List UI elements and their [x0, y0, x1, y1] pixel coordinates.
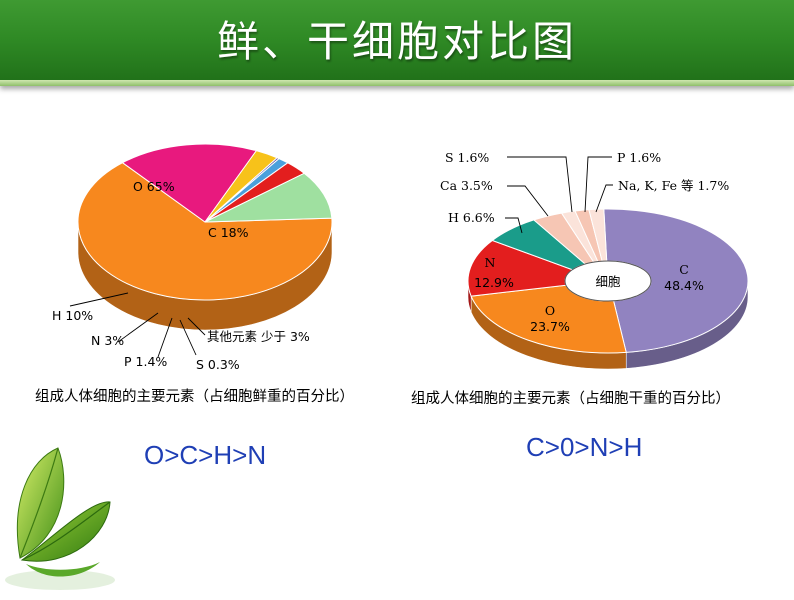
fresh-pie-leader-lines — [69, 292, 206, 358]
fresh-pie-top — [77, 143, 333, 301]
slice-label-ca: Ca 3.5% — [440, 178, 493, 193]
leaf-decoration-icon — [5, 447, 115, 590]
slice-pct-c: 48.4% — [664, 278, 704, 293]
slice-label-s: S 0.3% — [196, 357, 240, 372]
fresh-slice-o — [77, 162, 333, 301]
slice-label-h: H 10% — [52, 308, 93, 323]
dry-leader-line-5 — [595, 184, 613, 213]
fresh-caption: 组成人体细胞的主要元素（占细胞鲜重的百分比） — [35, 389, 354, 405]
slice-pct-o: 23.7% — [530, 319, 570, 334]
page-title: 鲜、干细胞对比图 — [216, 17, 577, 66]
slice-label-o: O 65% — [133, 179, 175, 194]
dry-leader-line-4 — [584, 156, 612, 213]
slice-label-p: P 1.4% — [124, 354, 167, 369]
slice-label-c: C 18% — [208, 225, 249, 240]
fresh-leader-line-1 — [69, 292, 129, 307]
dry-leader-line-2 — [507, 185, 549, 217]
slice-label-s: S 1.6% — [445, 150, 489, 165]
slice-label-o: O — [545, 303, 555, 318]
fresh-slice-h — [204, 172, 333, 223]
dry-leader-line-1 — [505, 217, 523, 234]
center-label: 细胞 — [595, 274, 621, 289]
slice-label-nakfe: Na, K, Fe 等 1.7% — [618, 178, 729, 193]
fresh-slice-c — [121, 143, 258, 223]
slice-label-h: H 6.6% — [448, 210, 495, 225]
fresh-order: O>C>H>N — [144, 440, 267, 470]
dry-order: C>0>N>H — [526, 432, 643, 462]
slice-label-p: P 1.6% — [617, 150, 661, 165]
fresh-leader-line-4 — [179, 319, 197, 356]
title-banner — [0, 0, 794, 86]
dry-pie-top — [467, 208, 749, 354]
slice-label-c: C — [679, 262, 689, 277]
dry-leader-line-3 — [507, 156, 573, 213]
center-hole — [564, 260, 652, 302]
slice-label-n: N — [485, 255, 496, 270]
dry-pie-leader-lines — [505, 156, 613, 234]
fresh-leader-line-3 — [157, 317, 173, 358]
fresh-leader-line-2 — [117, 312, 159, 343]
fresh-leader-line-5 — [187, 317, 206, 336]
slice-label-other: 其他元素 少于 3% — [207, 329, 310, 344]
slice-pct-n: 12.9% — [474, 275, 514, 290]
dry-caption: 组成人体细胞的主要元素（占细胞干重的百分比） — [411, 391, 730, 407]
slice-label-n: N 3% — [91, 333, 124, 348]
